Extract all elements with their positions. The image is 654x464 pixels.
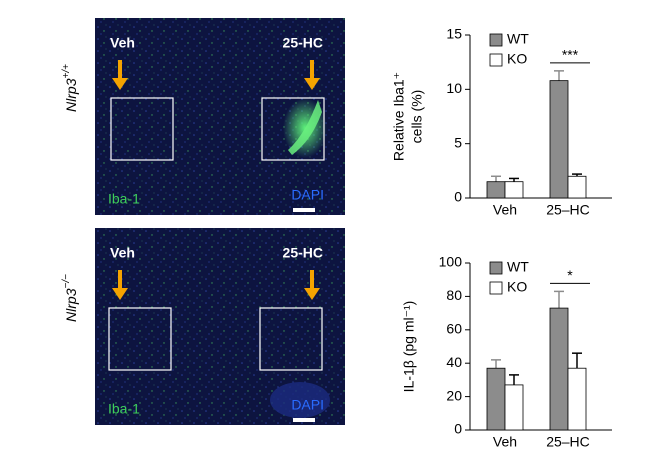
- stain-label: DAPI: [291, 187, 324, 203]
- row-label-sup: +/+: [61, 64, 72, 79]
- significance-label: *: [567, 267, 573, 283]
- condition-label: Veh: [110, 245, 135, 261]
- x-tick-label: Veh: [493, 202, 517, 218]
- stain-label: Iba-1: [108, 191, 140, 207]
- bar: [567, 175, 587, 199]
- arrow-head: [112, 78, 128, 90]
- row-label: Nlrp3+/+: [61, 64, 79, 112]
- bar: [486, 367, 506, 431]
- stain-label: Iba-1: [108, 401, 140, 417]
- y-tick-label: 40: [446, 354, 462, 370]
- arrow-head: [304, 78, 320, 90]
- row-label-sup: −/−: [61, 274, 72, 289]
- roi-box: [261, 97, 325, 161]
- x-tick-label: Veh: [493, 434, 517, 450]
- y-tick-label: 20: [446, 387, 462, 403]
- y-axis-label: IL-1β (pg ml⁻¹): [401, 301, 417, 393]
- roi-box: [110, 97, 174, 161]
- bar: [549, 307, 569, 431]
- blue-signal: [270, 382, 330, 418]
- row-label-name: Nlrp3: [63, 288, 79, 322]
- x-tick-label: 25–HC: [546, 202, 590, 218]
- green-signal: [288, 100, 322, 155]
- legend-swatch: [489, 53, 503, 67]
- legend-swatch: [489, 261, 503, 275]
- y-tick-label: 5: [454, 134, 462, 150]
- significance-label: ***: [562, 47, 579, 63]
- arrow-head: [112, 288, 128, 300]
- bar: [504, 181, 524, 199]
- scale-bar: [293, 418, 315, 422]
- arrow-head: [304, 288, 320, 300]
- bar: [504, 384, 524, 431]
- y-tick-label: 10: [446, 80, 462, 96]
- x-tick-label: 25–HC: [546, 434, 590, 450]
- y-axis-label: cells (%): [409, 90, 425, 144]
- bar: [549, 80, 569, 199]
- condition-label: Veh: [110, 35, 135, 51]
- y-tick-label: 100: [439, 254, 463, 270]
- y-tick-label: 0: [454, 421, 462, 437]
- roi-box: [259, 307, 323, 371]
- legend-label: WT: [507, 31, 529, 47]
- legend-label: WT: [507, 259, 529, 275]
- legend-swatch: [489, 33, 503, 47]
- y-tick-label: 15: [446, 26, 462, 42]
- stain-label: DAPI: [291, 397, 324, 413]
- bar: [486, 181, 506, 199]
- scale-bar: [293, 208, 315, 212]
- bar: [567, 367, 587, 431]
- row-label-name: Nlrp3: [63, 78, 79, 112]
- y-tick-label: 0: [454, 189, 462, 205]
- y-axis-label: Relative Iba1⁺: [391, 72, 407, 161]
- y-tick-label: 60: [446, 321, 462, 337]
- legend-swatch: [489, 281, 503, 295]
- row-label: Nlrp3−/−: [61, 274, 79, 322]
- legend-label: KO: [507, 279, 527, 295]
- roi-box: [108, 307, 172, 371]
- y-tick-label: 80: [446, 287, 462, 303]
- condition-label: 25-HC: [283, 245, 323, 261]
- condition-label: 25-HC: [283, 35, 323, 51]
- legend-label: KO: [507, 51, 527, 67]
